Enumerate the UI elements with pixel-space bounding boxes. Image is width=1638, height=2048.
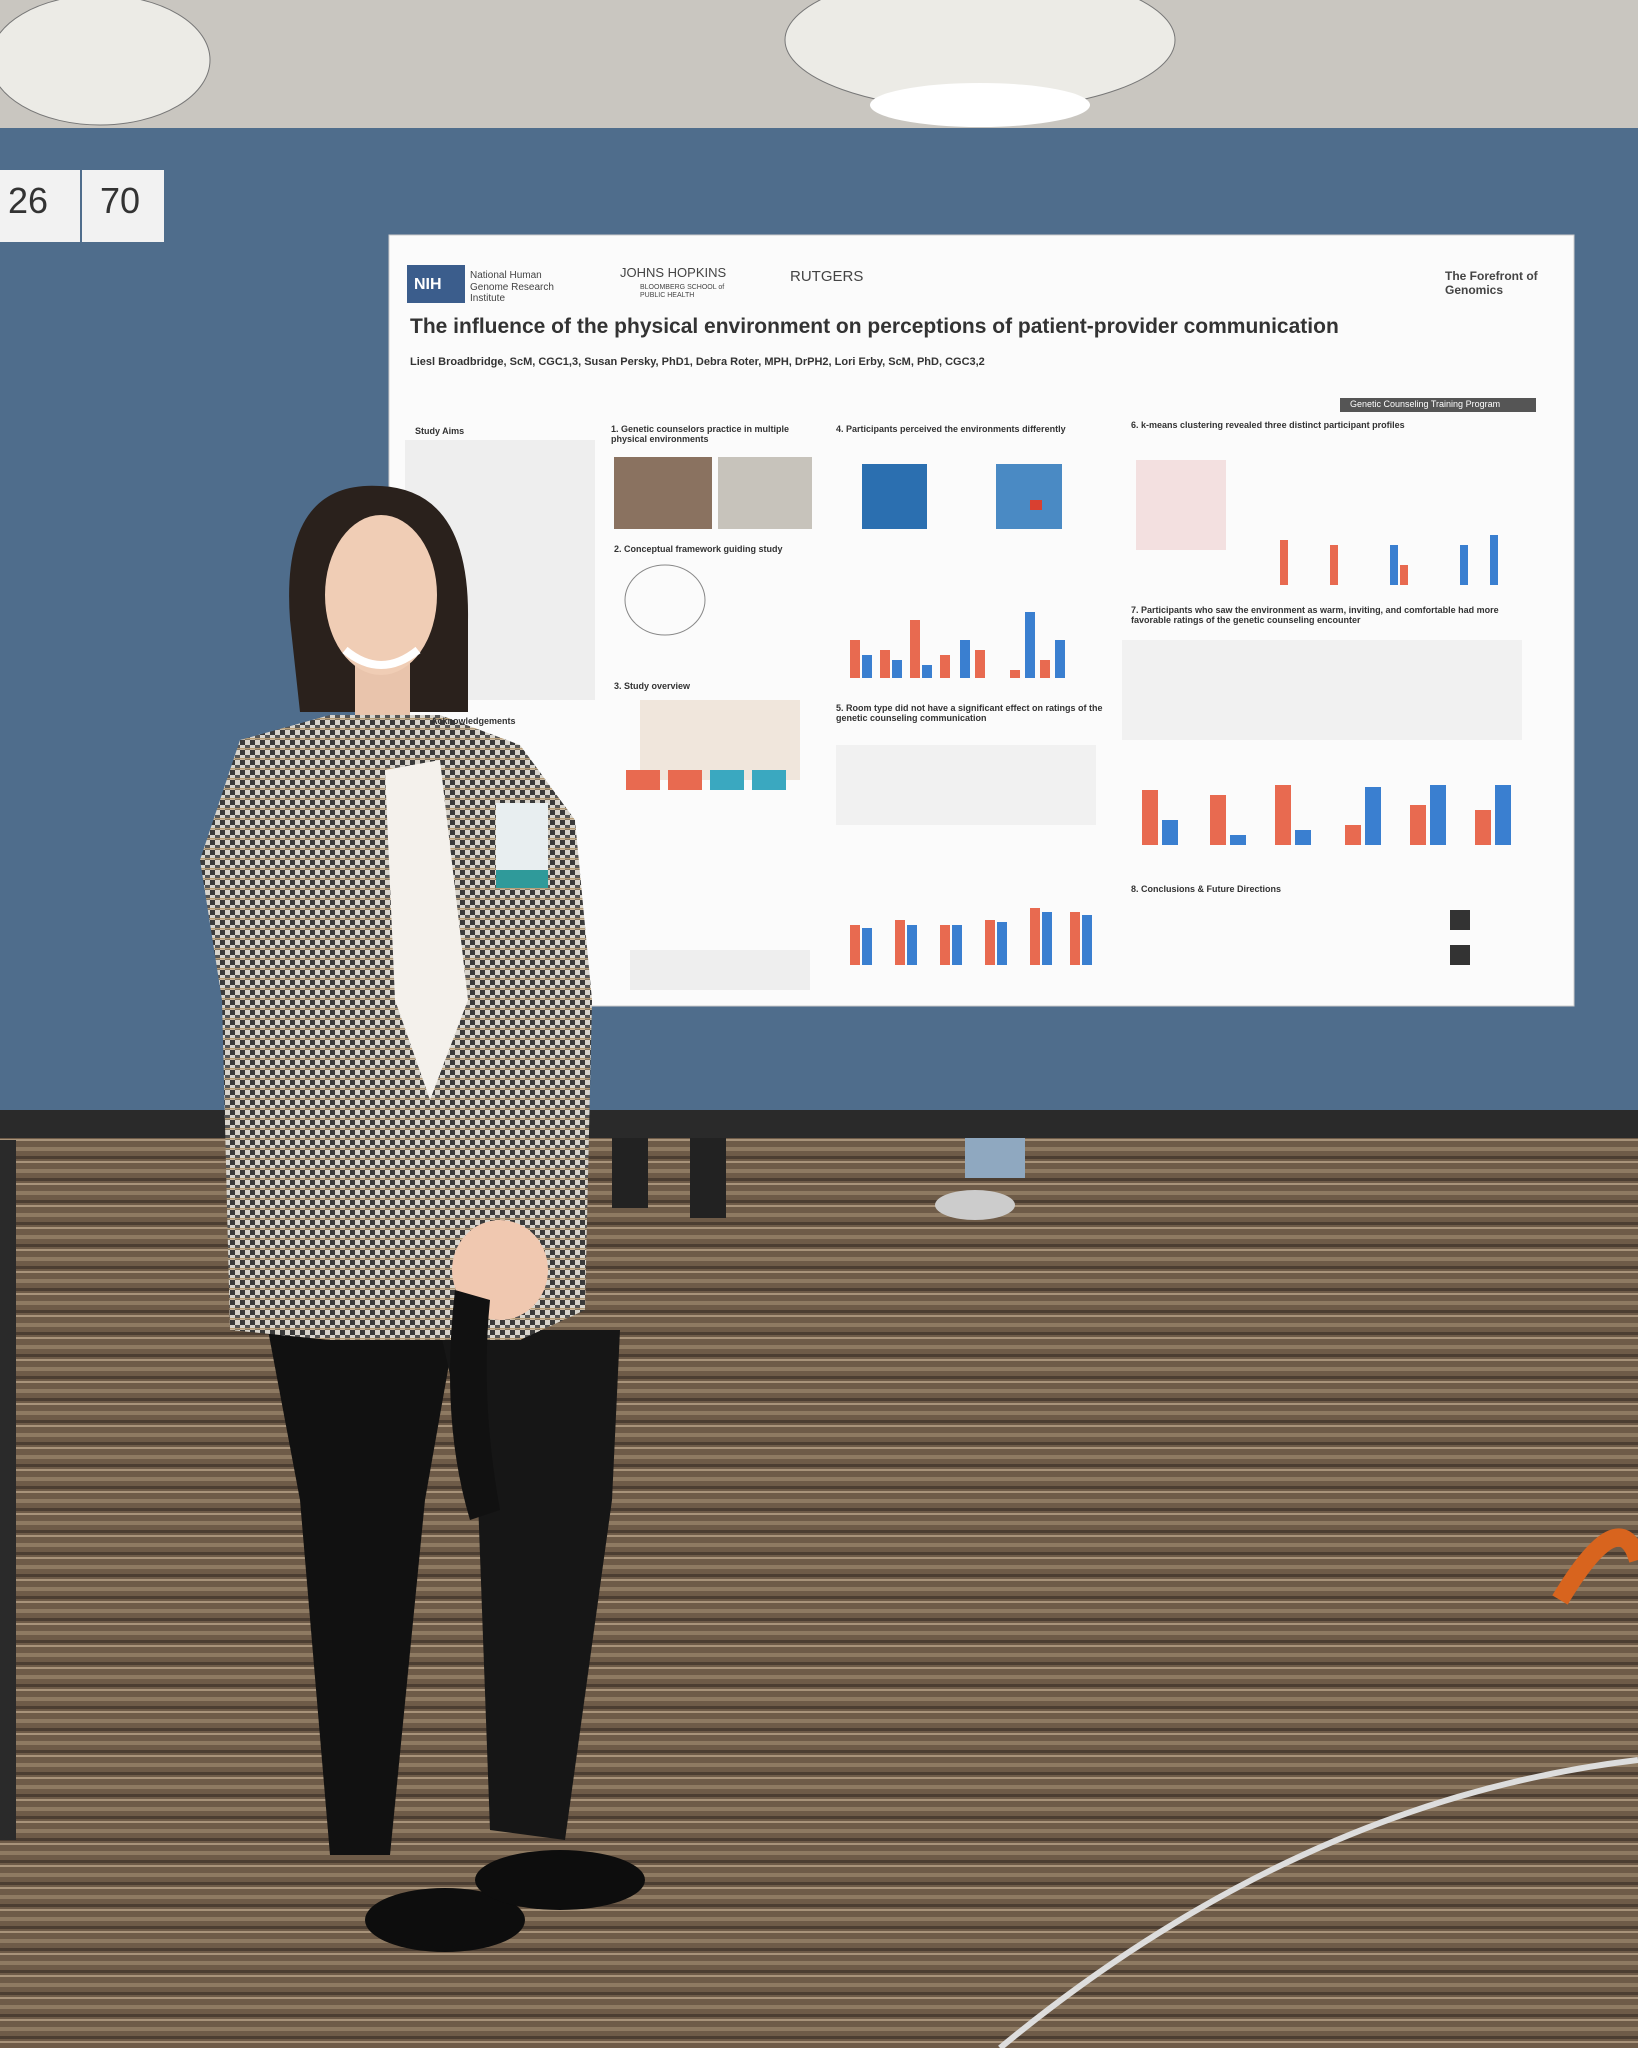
- heatmap: [862, 464, 927, 529]
- card-number: 70: [100, 180, 141, 221]
- section-heading: Acknowledgements: [431, 716, 516, 726]
- diagram: [640, 700, 800, 780]
- section-heading: Study Aims: [415, 426, 465, 436]
- table: [630, 950, 810, 990]
- section-heading: 2. Conceptual framework guiding study: [614, 544, 783, 554]
- logo-text: The Forefront of Genomics: [1445, 269, 1538, 297]
- logo-text: NIH: [414, 276, 442, 293]
- shoe: [475, 1850, 645, 1910]
- face: [325, 515, 437, 675]
- smile: [342, 646, 421, 669]
- shoe: [365, 1888, 525, 1952]
- scatter: [1136, 460, 1226, 550]
- section-heading: 7. Participants who saw the environment …: [1131, 605, 1499, 626]
- section-heading: 1. Genetic counselors practice in multip…: [611, 424, 790, 445]
- bystander-leg: [690, 1138, 726, 1218]
- stand: [0, 1140, 16, 1840]
- diagram: [624, 564, 706, 636]
- bystander-leg: [612, 1138, 648, 1208]
- heatmap: [996, 464, 1062, 529]
- logo-text: JOHNS HOPKINS: [620, 265, 727, 280]
- logo-text: BLOOMBERG SCHOOL of PUBLIC HEALTH: [640, 284, 725, 300]
- lamp: [870, 83, 1090, 127]
- bystander-shoe: [935, 1190, 1015, 1220]
- hands: [452, 1220, 548, 1320]
- diagram: [668, 770, 702, 790]
- poster-title: The influence of the physical environmen…: [410, 315, 1339, 338]
- mask: [450, 1290, 500, 1520]
- table: [1122, 640, 1522, 740]
- photo-thumb: [614, 457, 712, 529]
- qr-code: [1450, 910, 1470, 930]
- program-label: Genetic Counseling Training Program: [1350, 399, 1501, 409]
- section-heading: 4. Participants perceived the environmen…: [836, 424, 1066, 434]
- carpet-pattern: [1552, 1528, 1638, 1605]
- number-card: [82, 170, 164, 242]
- program-bar: [1340, 398, 1536, 412]
- nih-logo: [407, 265, 465, 303]
- diagram: [752, 770, 786, 790]
- diagram: [626, 770, 660, 790]
- lamp: [0, 0, 211, 126]
- carpet-pattern: [998, 1757, 1638, 2048]
- bars: [850, 540, 1491, 965]
- pants: [268, 1330, 455, 1855]
- section-heading: 3. Study overview: [614, 681, 691, 691]
- diagram: [710, 770, 744, 790]
- blazer: [200, 715, 592, 1340]
- heatmap: [1030, 500, 1042, 510]
- card-number: 26: [8, 180, 49, 221]
- number-card: [0, 170, 80, 242]
- poster-authors: Liesl Broadbridge, ScM, CGC1,3, Susan Pe…: [410, 356, 985, 368]
- logo-text: National Human Genome Research Institute: [470, 270, 554, 304]
- bystander-leg: [965, 1138, 1025, 1178]
- qr-code: [1450, 945, 1470, 965]
- section-heading: 5. Room type did not have a significant …: [836, 703, 1103, 724]
- bars: [862, 535, 1511, 965]
- badge-ribbon: [496, 870, 548, 888]
- logo-text: RUTGERS: [790, 268, 864, 285]
- section-heading: 8. Conclusions & Future Directions: [1131, 884, 1282, 894]
- section-heading: 6. k-means clustering revealed three dis…: [1131, 420, 1405, 430]
- photo-thumb: [718, 457, 812, 529]
- table: [836, 745, 1096, 825]
- top: [385, 760, 468, 1100]
